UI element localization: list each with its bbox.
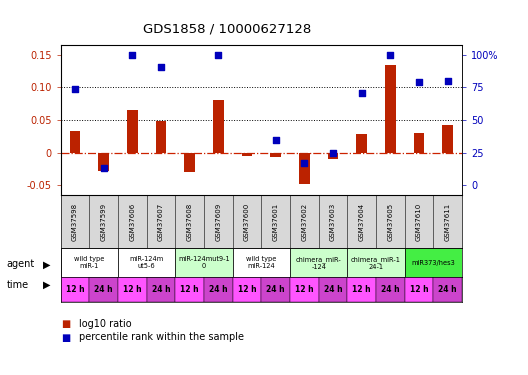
Bar [61,277,89,302]
Text: 24 h: 24 h [95,285,113,294]
Point [157,63,165,69]
Bar [404,249,462,277]
Text: 12 h: 12 h [181,285,199,294]
Text: ▶: ▶ [43,280,51,290]
Bar [70,130,80,153]
Bar [204,277,233,302]
Text: wild type
miR-1: wild type miR-1 [74,256,105,269]
Text: GSM37610: GSM37610 [416,202,422,241]
Bar [184,153,195,172]
Text: GSM37606: GSM37606 [129,202,135,241]
Text: 12 h: 12 h [238,285,256,294]
Text: 24 h: 24 h [152,285,171,294]
Text: GSM37607: GSM37607 [158,202,164,241]
Text: 12 h: 12 h [410,285,428,294]
Point [444,78,452,84]
Text: 24 h: 24 h [324,285,342,294]
Text: GSM37605: GSM37605 [388,203,393,241]
Text: GSM37602: GSM37602 [301,203,307,241]
Bar [89,277,118,302]
Bar [442,124,453,153]
Bar [233,249,290,277]
Bar [376,277,404,302]
Text: agent: agent [7,260,35,269]
Bar [233,277,261,302]
Text: miR373/hes3: miR373/hes3 [411,260,455,266]
Text: GSM37611: GSM37611 [445,202,451,241]
Bar [147,277,175,302]
Text: percentile rank within the sample: percentile rank within the sample [79,333,244,342]
Text: chimera_miR-
-124: chimera_miR- -124 [296,256,342,270]
Bar [433,277,462,302]
Text: 12 h: 12 h [352,285,371,294]
Bar [319,277,347,302]
Bar [213,100,224,153]
Bar [98,153,109,171]
Bar [118,277,147,302]
Text: chimera_miR-1
24-1: chimera_miR-1 24-1 [351,256,401,270]
Bar [404,277,433,302]
Text: GSM37600: GSM37600 [244,202,250,241]
Point [214,52,223,58]
Bar [242,153,252,156]
Text: ▶: ▶ [43,260,51,269]
Text: wild type
miR-124: wild type miR-124 [246,256,277,269]
Bar [327,153,338,159]
Text: time: time [7,280,29,290]
Text: GSM37609: GSM37609 [215,202,221,241]
Text: GSM37604: GSM37604 [359,203,365,241]
Text: 24 h: 24 h [209,285,228,294]
Text: GSM37603: GSM37603 [330,202,336,241]
Text: GSM37598: GSM37598 [72,203,78,241]
Bar [156,121,166,153]
Point [329,150,337,156]
Point [357,90,366,96]
Bar [290,277,319,302]
Bar [175,277,204,302]
Point [415,79,423,85]
Bar [127,110,138,153]
Bar [261,277,290,302]
Text: GSM37599: GSM37599 [101,203,107,241]
Point [386,52,394,58]
Point [300,160,308,166]
Bar [270,153,281,157]
Text: ■: ■ [61,320,70,329]
Text: GDS1858 / 10000627128: GDS1858 / 10000627128 [143,22,311,36]
Bar [61,249,118,277]
Bar [413,133,425,153]
Bar [347,277,376,302]
Text: 24 h: 24 h [267,285,285,294]
Text: log10 ratio: log10 ratio [79,320,132,329]
Text: 12 h: 12 h [66,285,84,294]
Point [128,52,137,58]
Text: miR-124mut9-1
0: miR-124mut9-1 0 [178,256,230,269]
Text: ■: ■ [61,333,70,342]
Bar [290,249,347,277]
Text: 24 h: 24 h [381,285,400,294]
Text: miR-124m
ut5-6: miR-124m ut5-6 [129,256,164,269]
Text: 12 h: 12 h [295,285,314,294]
Bar [347,249,404,277]
Bar [175,249,233,277]
Text: GSM37608: GSM37608 [187,202,193,241]
Bar [118,249,175,277]
Text: 24 h: 24 h [438,285,457,294]
Bar [356,134,367,153]
Bar [299,153,310,184]
Point [271,136,280,142]
Point [99,165,108,171]
Bar [385,64,396,153]
Text: 12 h: 12 h [123,285,142,294]
Text: GSM37601: GSM37601 [272,202,279,241]
Point [71,86,79,92]
